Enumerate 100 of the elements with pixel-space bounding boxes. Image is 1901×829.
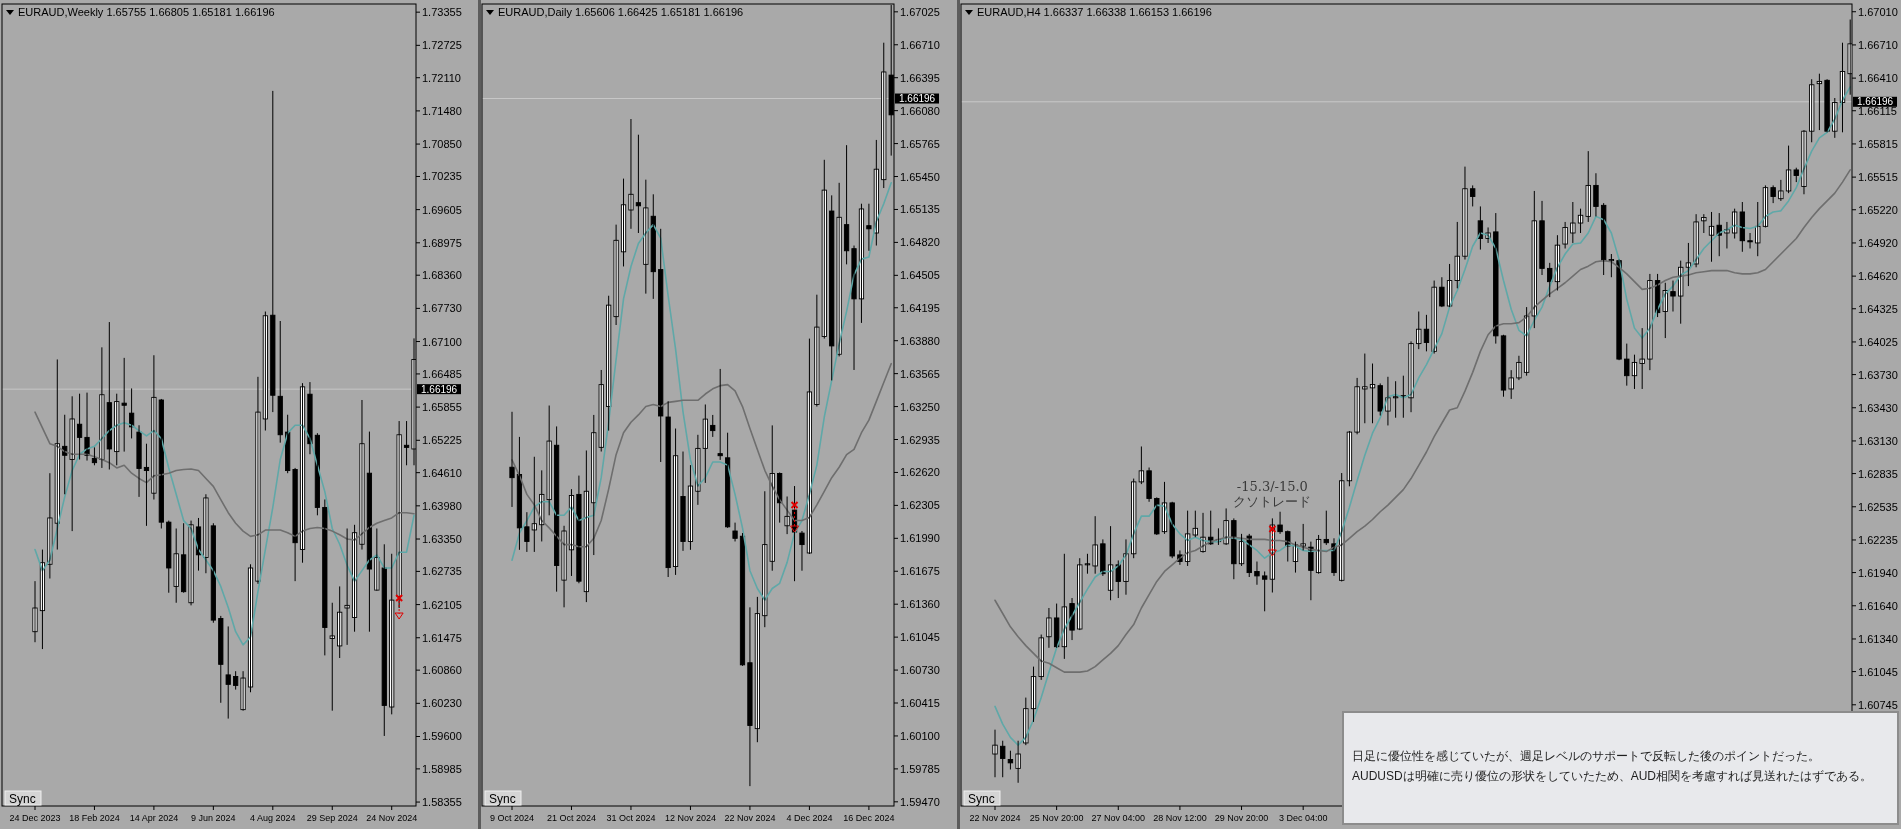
y-tick-label: 1.72725 <box>422 39 462 52</box>
annotation: Sync <box>968 792 995 806</box>
y-tick-label: 1.62735 <box>422 565 462 578</box>
y-tick-label: 1.59785 <box>900 762 940 775</box>
y-tick-label: 1.65220 <box>1858 203 1898 216</box>
y-tick-label: 1.63980 <box>422 499 462 512</box>
y-tick-label: 1.68975 <box>422 236 462 249</box>
y-tick-label: 1.65515 <box>1858 171 1898 184</box>
y-tick-label: 1.66080 <box>900 104 940 117</box>
y-tick-label: 1.63565 <box>900 367 940 380</box>
x-tick-label: 31 Oct 2024 <box>606 813 656 823</box>
x-tick-label: 28 Nov 12:00 <box>1153 813 1207 823</box>
y-tick-label: 1.72110 <box>422 71 461 84</box>
y-tick-label: 1.62620 <box>900 466 940 479</box>
y-tick-label: 1.64820 <box>900 236 940 249</box>
y-tick-label: 1.61640 <box>1858 599 1898 612</box>
x-tick-label: 22 Nov 2024 <box>969 813 1021 823</box>
y-tick-label: 1.61340 <box>1858 632 1898 645</box>
y-tick-label: 1.62235 <box>1858 533 1898 546</box>
y-tick-label: 1.67025 <box>900 5 940 18</box>
y-tick-label: 1.62305 <box>900 499 940 512</box>
y-tick-label: 1.64920 <box>1858 236 1898 249</box>
x-tick-label: 4 Aug 2024 <box>250 813 296 823</box>
y-tick-label: 1.65450 <box>900 170 940 183</box>
y-tick-label: 1.59600 <box>422 730 462 743</box>
y-tick-label: 1.59470 <box>900 795 940 808</box>
y-tick-label: 1.65765 <box>900 137 940 150</box>
y-tick-label: 1.68360 <box>422 269 462 282</box>
y-tick-label: 1.63730 <box>1858 368 1898 381</box>
y-tick-label: 1.61360 <box>900 598 940 611</box>
y-tick-label: 1.67010 <box>1858 5 1898 18</box>
y-tick-label: 1.60860 <box>422 664 462 677</box>
x-tick-label: 18 Feb 2024 <box>69 813 120 823</box>
y-tick-label: 1.67100 <box>422 335 462 348</box>
x-tick-label: 4 Dec 2024 <box>786 813 833 823</box>
y-tick-label: 1.60730 <box>900 664 940 677</box>
annotation: 日足に優位性を感じていたが、週足レベルのサポートで反転した後のポイントだった。 <box>1352 749 1820 763</box>
x-tick-label: 3 Dec 04:00 <box>1278 813 1328 823</box>
y-tick-label: 1.64620 <box>1858 270 1898 283</box>
y-tick-label: 1.64325 <box>1858 302 1898 315</box>
annotation: クソトレード <box>1233 493 1312 509</box>
x-tick-label: 27 Nov 04:00 <box>1091 813 1146 823</box>
y-tick-label: 1.66395 <box>900 71 940 84</box>
annotation: -15.3/-15.0 <box>1236 478 1308 494</box>
y-tick-label: 1.70850 <box>422 138 462 151</box>
y-tick-label: 1.60230 <box>422 697 462 710</box>
x-tick-label: 24 Dec 2023 <box>9 813 61 823</box>
annotation: Sync <box>9 792 36 806</box>
x-tick-label: 21 Oct 2024 <box>546 813 597 823</box>
x-tick-label: 29 Sep 2024 <box>306 813 358 823</box>
y-tick-label: 1.64025 <box>1858 335 1898 348</box>
annotation: AUDUSDは明確に売り優位の形状をしていたため、AUD相関を考慮すれば見送れたはずである。 <box>1352 769 1873 783</box>
chart-title: EURAUD,Weekly 1.65755 1.66805 1.65181 1.66196 <box>18 6 275 18</box>
ref-line-label: 1.66196 <box>899 93 936 105</box>
y-tick-label: 1.60745 <box>1858 698 1898 711</box>
y-tick-label: 1.65855 <box>422 401 462 414</box>
y-tick-label: 1.64610 <box>422 466 462 479</box>
y-tick-label: 1.61940 <box>1858 566 1898 579</box>
x-tick-label: 16 Dec 2024 <box>843 813 895 823</box>
y-tick-label: 1.62535 <box>1858 500 1898 513</box>
y-tick-label: 1.65815 <box>1858 137 1898 150</box>
chart-title: EURAUD,H4 1.66337 1.66338 1.66153 1.66196 <box>977 6 1212 18</box>
x-tick-label: 9 Oct 2024 <box>489 813 535 823</box>
y-tick-label: 1.69605 <box>422 203 462 216</box>
y-tick-label: 1.70235 <box>422 170 462 183</box>
y-tick-label: 1.63250 <box>900 400 940 413</box>
y-tick-label: 1.62105 <box>422 598 462 611</box>
y-tick-label: 1.61675 <box>900 565 940 578</box>
x-tick-label: 29 Nov 20:00 <box>1214 813 1269 823</box>
ref-line-label: 1.66196 <box>421 383 458 395</box>
x-tick-label: 9 Jun 2024 <box>191 813 236 823</box>
y-tick-label: 1.63430 <box>1858 401 1898 414</box>
y-tick-label: 1.62935 <box>900 433 940 446</box>
x-tick-label: 12 Nov 2024 <box>664 813 716 823</box>
y-tick-label: 1.73355 <box>422 6 462 19</box>
annotation: Sync <box>489 792 516 806</box>
x-tick-label: 22 Nov 2024 <box>724 813 776 823</box>
y-tick-label: 1.60100 <box>900 729 940 742</box>
x-tick-label: 25 Nov 20:00 <box>1029 813 1084 823</box>
y-tick-label: 1.66710 <box>1858 38 1898 51</box>
y-tick-label: 1.63880 <box>900 334 940 347</box>
y-tick-label: 1.60415 <box>900 697 940 710</box>
y-tick-label: 1.66410 <box>1858 72 1898 85</box>
y-tick-label: 1.61475 <box>422 631 462 644</box>
y-tick-label: 1.61045 <box>900 631 940 644</box>
x-tick-label: 14 Apr 2024 <box>129 813 179 823</box>
y-tick-label: 1.66485 <box>422 367 462 380</box>
y-tick-label: 1.66710 <box>900 38 940 51</box>
y-tick-label: 1.61045 <box>1858 665 1898 678</box>
y-tick-label: 1.63350 <box>422 533 462 546</box>
y-tick-label: 1.65225 <box>422 434 462 447</box>
y-tick-label: 1.58355 <box>422 796 462 809</box>
y-tick-label: 1.64505 <box>900 269 940 282</box>
y-tick-label: 1.58985 <box>422 762 462 775</box>
y-tick-label: 1.61990 <box>900 532 940 545</box>
y-tick-label: 1.63130 <box>1858 434 1898 447</box>
y-tick-label: 1.64195 <box>900 301 940 314</box>
y-tick-label: 1.62835 <box>1858 467 1898 480</box>
y-tick-label: 1.71480 <box>422 104 462 117</box>
x-tick-label: 24 Nov 2024 <box>366 813 418 823</box>
